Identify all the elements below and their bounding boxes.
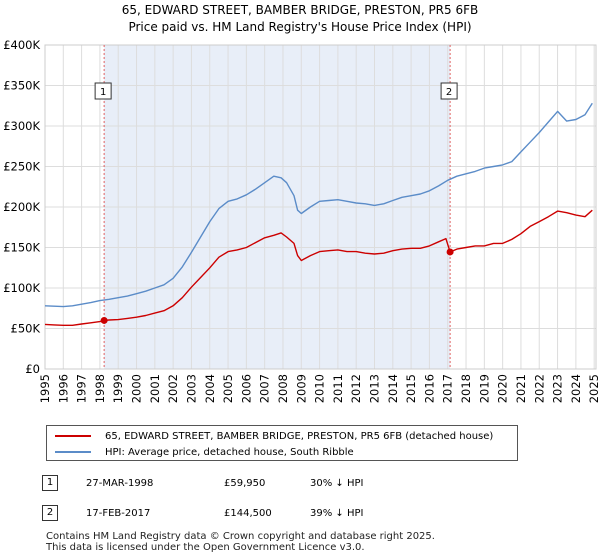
x-tick-label: 2025: [587, 374, 600, 403]
sale-hpi-diff: 30% ↓ HPI: [310, 478, 364, 489]
legend-swatch-hpi: [55, 451, 91, 453]
x-tick-label: 2014: [386, 374, 400, 403]
x-tick-label: 2013: [368, 374, 382, 403]
x-tick-label: 2020: [496, 374, 510, 403]
y-tick-label: £100K: [3, 281, 40, 295]
sale-badge-box: [94, 82, 112, 100]
x-tick-label: 2023: [551, 374, 565, 403]
x-tick-label: 1999: [111, 374, 125, 403]
x-tick-label: 2024: [569, 374, 583, 403]
x-tick-label: 2015: [404, 374, 418, 403]
x-tick-label: 2009: [294, 374, 308, 403]
x-tick-label: 1995: [38, 374, 52, 403]
legend-item-hpi: HPI: Average price, detached house, Sout…: [55, 444, 354, 460]
x-tick-label: 2006: [239, 374, 253, 403]
x-tick-label: 2017: [441, 374, 455, 403]
y-tick-label: £200K: [3, 200, 40, 214]
legend-swatch-property: [55, 435, 91, 437]
x-tick-label: 2021: [514, 374, 528, 403]
x-tick-label: 2018: [459, 374, 473, 403]
x-tick-label: 2000: [130, 374, 144, 403]
y-tick-label: £300K: [3, 119, 40, 133]
x-tick-label: 2022: [532, 374, 546, 403]
x-tick-label: 2003: [184, 374, 198, 403]
x-tick-label: 2007: [258, 374, 272, 403]
sale-point: [100, 316, 108, 324]
sale-badge-box: [440, 82, 458, 100]
footer-line-1: Contains HM Land Registry data © Crown c…: [46, 531, 435, 542]
sale-date: 27-MAR-1998: [86, 478, 154, 489]
plot-frame: [44, 44, 597, 370]
x-tick-label: 2002: [166, 374, 180, 403]
y-tick-label: £250K: [3, 160, 40, 174]
footer-line-2: This data is licensed under the Open Gov…: [46, 542, 365, 553]
x-tick-label: 2016: [422, 374, 436, 403]
price-chart: 65, EDWARD STREET, BAMBER BRIDGE, PRESTO…: [3, 3, 600, 403]
x-tick-label: 2012: [349, 374, 363, 403]
legend-label-property: 65, EDWARD STREET, BAMBER BRIDGE, PRESTO…: [105, 430, 494, 442]
y-tick-label: £0: [25, 362, 40, 376]
chart-subtitle: Price paid vs. HM Land Registry's House …: [128, 20, 471, 34]
legend-item-property: 65, EDWARD STREET, BAMBER BRIDGE, PRESTO…: [55, 428, 493, 444]
sale-marker-badge: 2: [42, 505, 58, 521]
series-line-property: [44, 209, 593, 326]
x-tick-label: 2019: [477, 374, 491, 403]
x-tick-label: 1998: [93, 374, 107, 403]
x-tick-label: 2001: [148, 374, 162, 403]
x-tick-label: 2008: [276, 374, 290, 403]
chart-title: 65, EDWARD STREET, BAMBER BRIDGE, PRESTO…: [122, 3, 479, 17]
sale-price: £59,950: [224, 478, 266, 489]
x-tick-label: 2011: [331, 374, 345, 403]
x-tick-label: 2005: [221, 374, 235, 403]
sale-price: £144,500: [224, 508, 272, 519]
x-tick-label: 2004: [203, 374, 217, 403]
series-line-hpi: [44, 102, 593, 308]
sale-hpi-diff: 39% ↓ HPI: [310, 508, 364, 519]
sale-badge-label: 2: [446, 87, 452, 98]
y-tick-label: £400K: [3, 38, 40, 52]
sale-marker-badge: 1: [42, 475, 58, 491]
sale-date: 17-FEB-2017: [86, 508, 151, 519]
y-tick-label: £350K: [3, 79, 40, 93]
y-tick-label: £150K: [3, 241, 40, 255]
attribution-footer: Contains HM Land Registry data © Crown c…: [46, 531, 435, 553]
x-tick-label: 2010: [313, 374, 327, 403]
sale-point: [446, 248, 454, 256]
x-tick-label: 1996: [56, 374, 70, 403]
legend-label-hpi: HPI: Average price, detached house, Sout…: [105, 446, 354, 458]
x-tick-label: 1997: [75, 374, 89, 403]
sale-badge-label: 1: [100, 87, 106, 98]
y-tick-label: £50K: [11, 322, 41, 336]
chart-legend: 65, EDWARD STREET, BAMBER BRIDGE, PRESTO…: [46, 425, 518, 461]
